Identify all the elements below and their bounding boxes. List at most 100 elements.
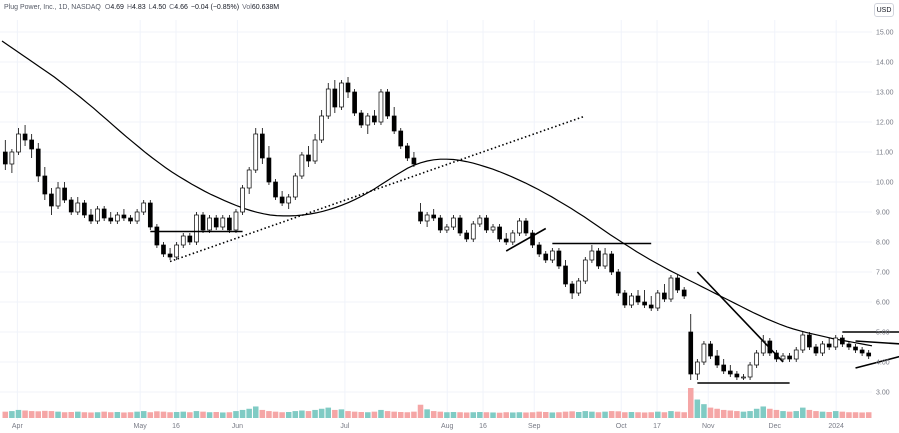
candle — [260, 128, 265, 164]
volume-bar — [457, 412, 463, 418]
candle — [813, 344, 819, 356]
candle — [101, 206, 107, 221]
volume-bar — [437, 411, 444, 418]
candle — [437, 215, 443, 233]
candle-body-down — [213, 217, 219, 228]
candle — [345, 77, 351, 98]
candle-body-down — [569, 283, 575, 294]
candle-body-up — [668, 277, 674, 300]
candle-body-up — [477, 217, 483, 225]
dotted-trendline[interactable] — [169, 115, 586, 263]
candle — [240, 185, 245, 215]
candle — [29, 134, 34, 158]
volume-bar — [767, 408, 773, 418]
volume-bar — [154, 411, 160, 418]
candle-body-up — [339, 82, 344, 108]
candle — [530, 230, 535, 248]
symbol-title: Plug Power, Inc., 1D, NASDAQ — [4, 4, 101, 11]
volume-bar — [562, 411, 569, 418]
candle-body-down — [147, 202, 153, 228]
candle-body-up — [701, 343, 707, 363]
candle — [622, 290, 628, 308]
volume-bar — [734, 411, 740, 418]
trendline[interactable] — [505, 227, 547, 252]
candle-body-down — [556, 250, 562, 267]
candle — [22, 125, 28, 146]
candle-body-down — [42, 175, 48, 195]
candle — [714, 350, 720, 368]
volume-bar — [674, 411, 681, 418]
volume-bar — [556, 412, 562, 418]
candle — [510, 230, 516, 245]
volume-bar — [569, 411, 575, 418]
candle — [266, 146, 272, 185]
candle — [108, 212, 114, 224]
candle-body-down — [411, 157, 417, 165]
candle-body-down — [813, 346, 819, 354]
volume-bar — [608, 411, 615, 418]
volume-bar — [318, 408, 325, 418]
volume-bar — [852, 412, 859, 418]
volume-bar — [55, 411, 61, 418]
volume-bar — [694, 399, 701, 418]
volume-bar — [252, 406, 259, 418]
time-tick-label: Oct — [616, 423, 627, 430]
volume-bar — [187, 412, 193, 418]
volume-bar — [832, 411, 839, 418]
symbol-header: Plug Power, Inc., 1D, NASDAQ O 4.69 H 4.… — [4, 3, 282, 13]
candle — [629, 293, 634, 308]
volume-bar — [411, 411, 417, 418]
candle-body-down — [787, 355, 792, 360]
candle — [213, 215, 219, 230]
candle-body-down — [372, 115, 377, 123]
candle-body-down — [523, 220, 529, 234]
high-value: 4.83 — [132, 4, 146, 11]
time-axis[interactable]: Apr May 16 Jun Jul Aug 16 Sep Oct 17 Nov Dec 2024 — [12, 423, 844, 430]
candle-body-up — [292, 175, 298, 198]
candle — [734, 371, 740, 380]
candle-body-up — [550, 250, 555, 261]
time-tick-label: Nov — [702, 423, 715, 430]
currency-button[interactable]: USD — [874, 3, 894, 17]
candle-body-down — [128, 217, 133, 222]
candle — [332, 80, 338, 113]
time-tick-label: Apr — [12, 423, 24, 430]
trendline[interactable] — [855, 344, 899, 369]
candle — [840, 335, 845, 347]
moving-average — [1, 40, 873, 347]
candle-body-down — [68, 199, 74, 213]
volume-label: Vol — [242, 4, 252, 11]
volume-bar — [134, 411, 140, 418]
candle — [820, 341, 825, 356]
candle — [576, 278, 582, 296]
volume-bar — [773, 409, 780, 418]
volume-bar — [806, 409, 813, 418]
candle-body-down — [675, 277, 680, 291]
candle-body-down — [866, 352, 872, 357]
price-axis[interactable]: 15.00 14.00 13.00 12.00 11.00 10.00 9.00 8.00 7.… — [876, 30, 894, 397]
volume-bar — [61, 412, 68, 418]
candle — [55, 182, 61, 209]
candle-body-up — [741, 376, 746, 379]
candle-body-down — [714, 355, 720, 366]
candle — [556, 248, 562, 269]
trendline[interactable] — [696, 271, 784, 363]
volume-bar — [233, 411, 239, 418]
volume-bar — [622, 412, 628, 418]
candle — [154, 224, 160, 248]
price-tick-label: 8.00 — [876, 240, 890, 247]
volume-bar — [701, 404, 707, 418]
candle — [655, 290, 661, 311]
trendline[interactable] — [855, 340, 899, 347]
volume-bar — [325, 407, 332, 418]
volume-bar — [206, 412, 213, 418]
candle-body-up — [312, 139, 318, 162]
candle-body-up — [95, 208, 100, 222]
candle — [233, 209, 239, 233]
candle-body-down — [82, 202, 87, 216]
volume-bar — [826, 412, 832, 418]
candle — [9, 149, 15, 173]
volume-bar — [668, 411, 674, 418]
volume-bar — [793, 411, 799, 418]
